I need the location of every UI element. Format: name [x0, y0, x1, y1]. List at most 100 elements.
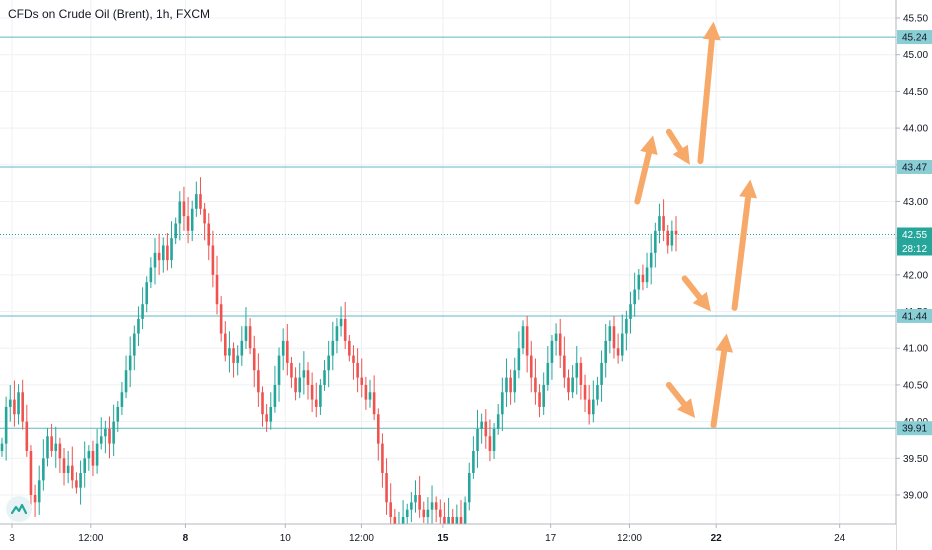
candle-body	[124, 370, 128, 393]
time-tick-label: 12:00	[617, 533, 642, 544]
candle-body	[42, 458, 45, 481]
price-tick-label: 43.00	[903, 197, 928, 208]
candle-body	[534, 377, 537, 393]
candle-body	[99, 436, 103, 444]
price-tick-label: 44.50	[903, 87, 928, 98]
candle-body	[430, 502, 434, 510]
candle-body	[137, 318, 140, 334]
candle-body	[232, 348, 235, 363]
candle-body	[372, 392, 376, 415]
candle-body	[211, 245, 215, 275]
candle-body	[29, 450, 33, 495]
candle-body	[587, 399, 591, 415]
candle-body	[112, 421, 115, 444]
forecast-arrows[interactable]	[634, 21, 758, 429]
candle-body	[480, 421, 483, 429]
candle-body	[120, 392, 124, 407]
candle-body	[310, 384, 314, 400]
time-axis[interactable]: 3 12:00 8 10 12:00 15 17 12:00 22 24	[0, 523, 896, 550]
candle-body	[348, 340, 351, 356]
candle-body	[219, 304, 223, 334]
candle-body	[649, 252, 653, 268]
current-price-badge	[897, 227, 932, 256]
candle-body	[25, 421, 29, 451]
candle-body	[8, 399, 12, 407]
forecast-arrow-head	[739, 179, 758, 199]
candle-body	[571, 377, 574, 393]
candle-body	[633, 289, 636, 305]
horizontal-levels[interactable]	[0, 36, 896, 429]
candle-body	[542, 384, 545, 407]
candle-body	[240, 340, 244, 356]
candle-body	[286, 340, 289, 363]
candle-body	[492, 428, 496, 451]
candle-body	[166, 245, 169, 261]
candle-body	[265, 414, 268, 422]
candle-body	[463, 502, 467, 525]
forecast-arrow	[710, 348, 728, 429]
candle-body	[608, 326, 612, 341]
candle-body	[302, 370, 306, 378]
price-tick-label: 44.00	[903, 124, 928, 135]
candle-body	[563, 355, 566, 378]
candle-body	[4, 406, 8, 444]
candle-body	[108, 428, 111, 444]
candle-body	[505, 377, 508, 393]
candle-body	[600, 362, 603, 385]
candle-body	[236, 355, 239, 363]
candle-body	[50, 436, 53, 451]
tradingview-logo-icon[interactable]	[6, 496, 32, 522]
candle-body	[116, 406, 120, 422]
candle-body	[13, 399, 16, 415]
candle-body	[174, 223, 177, 239]
candle-body	[443, 517, 446, 525]
candle-body	[252, 348, 256, 371]
candle-body	[273, 384, 277, 407]
forecast-arrow-head	[672, 144, 690, 165]
level-label-bg	[897, 159, 932, 174]
candle-body	[91, 450, 95, 466]
level-label: 45.24	[902, 33, 927, 44]
candle-body	[439, 509, 442, 518]
candlestick-series	[0, 177, 678, 542]
candle-body	[203, 208, 206, 224]
price-tick-label: 41.00	[903, 344, 928, 355]
chart-grid	[0, 0, 896, 524]
candle-body	[662, 216, 665, 231]
candle-body	[223, 333, 227, 356]
candle-body	[546, 362, 550, 385]
candle-body	[70, 465, 74, 481]
candle-body	[418, 495, 421, 510]
candle-body	[459, 517, 463, 525]
candle-body	[666, 230, 670, 246]
candle-body	[509, 377, 512, 393]
candle-body	[58, 443, 62, 459]
candle-body	[95, 443, 99, 466]
candle-body	[228, 348, 231, 356]
candle-body	[186, 216, 190, 231]
candle-body	[410, 502, 413, 510]
candle-body	[641, 274, 645, 283]
forecast-arrow-head	[640, 135, 658, 156]
forecast-arrow	[665, 128, 684, 153]
candle-body	[612, 326, 616, 349]
time-axis-bg	[0, 524, 896, 550]
candle-body	[592, 399, 595, 415]
candle-body	[352, 355, 355, 363]
countdown-label: 28:12	[902, 244, 927, 255]
candle-body	[79, 472, 82, 488]
candle-body	[343, 318, 347, 341]
candle-body	[376, 414, 380, 444]
forecast-arrow	[634, 149, 652, 205]
candle-body	[517, 348, 521, 371]
candle-body	[484, 421, 488, 437]
candle-body	[426, 509, 430, 518]
candle-body	[261, 392, 264, 415]
time-tick-label: 12:00	[349, 533, 374, 544]
price-axis[interactable]: 39.0039.5040.0040.5041.0041.5042.0042.50…	[895, 0, 932, 550]
candle-body	[17, 392, 20, 415]
forecast-arrow	[697, 36, 715, 165]
price-tick-label: 45.00	[903, 50, 928, 61]
time-tick-label: 22	[711, 533, 723, 544]
